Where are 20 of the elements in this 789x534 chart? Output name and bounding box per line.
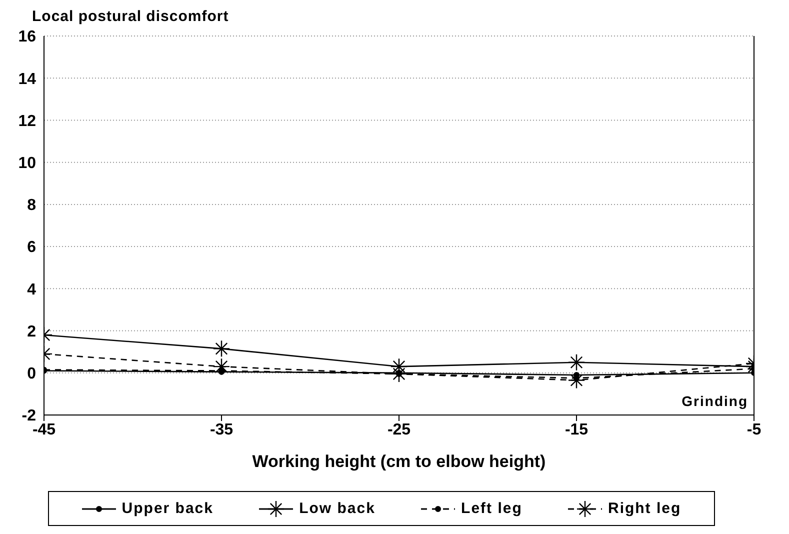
legend-label: Upper back	[120, 500, 214, 517]
y-tick-label: 14	[18, 70, 36, 88]
y-tick-label: 10	[18, 155, 36, 172]
y-tick-label: 4	[27, 281, 36, 298]
x-tick-label: -25	[387, 421, 411, 438]
legend-label: Left leg	[460, 500, 522, 517]
annotation: Grinding	[682, 393, 748, 409]
y-tick-label: 2	[27, 323, 36, 340]
x-tick-label: -35	[210, 421, 234, 438]
y-tick-label: 0	[27, 366, 36, 383]
legend-label: Right leg	[606, 500, 682, 517]
y-tick-label: 8	[27, 197, 36, 214]
y-tick-label: 12	[18, 112, 36, 130]
x-tick-label: -5	[746, 421, 762, 438]
chart-title: Local postural discomfort	[32, 8, 229, 25]
x-tick-label: -15	[564, 421, 588, 438]
x-axis-title: Working height (cm to elbow height)	[252, 452, 546, 471]
y-tick-label: 6	[27, 239, 36, 256]
y-tick-label: 16	[18, 28, 36, 46]
legend-label: Low back	[298, 500, 376, 517]
